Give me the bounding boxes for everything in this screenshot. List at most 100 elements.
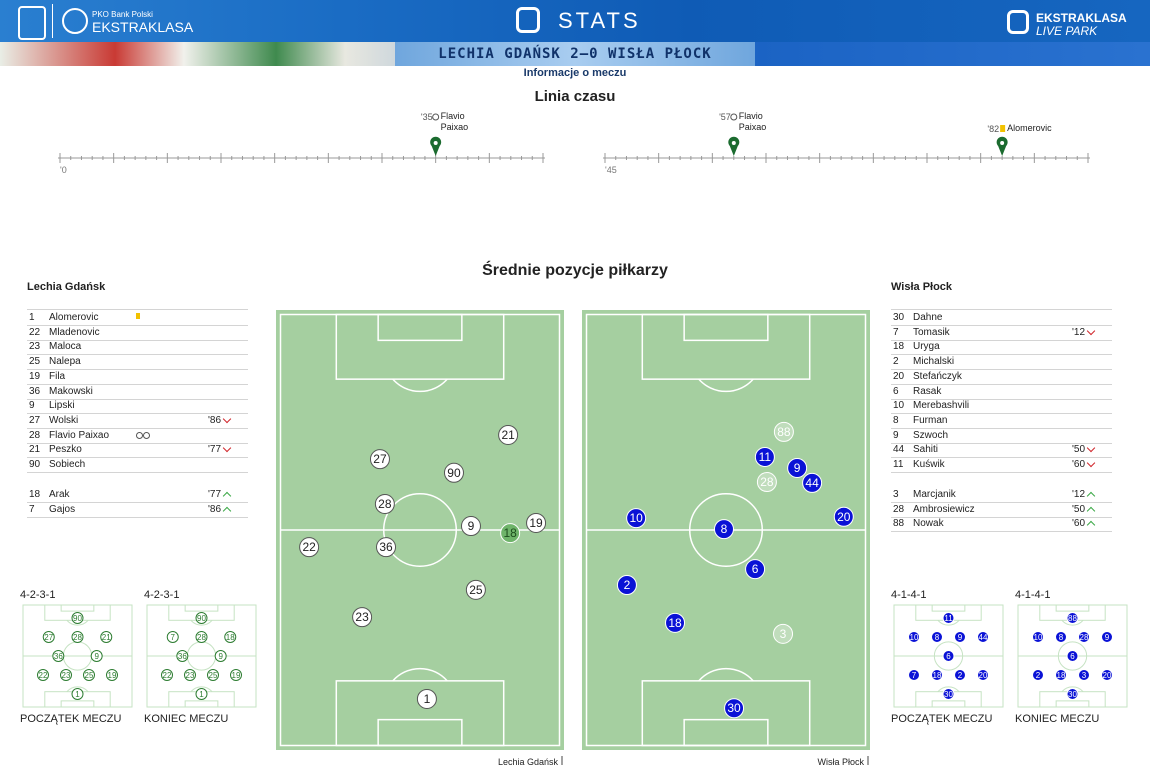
player-number: 22 (29, 326, 41, 338)
mini-player (83, 669, 95, 681)
player-marker (787, 457, 808, 478)
mini-player (184, 669, 196, 681)
mini-player (161, 669, 173, 681)
divider (52, 4, 53, 38)
player-marker-number: 25 (469, 583, 483, 597)
player-marker (500, 523, 521, 544)
mini-player (1101, 631, 1113, 643)
penalty-arc (937, 619, 960, 626)
player-row: 20 Stefańczyk (891, 370, 1112, 385)
mini-player-number: 23 (186, 671, 195, 680)
player-number: 1 (29, 312, 35, 323)
event-pin (430, 136, 442, 156)
player-number: 27 (29, 414, 41, 426)
event-minute: '35 (421, 112, 433, 122)
mini-player-number: 22 (163, 671, 172, 680)
player-name: Wolski (49, 414, 79, 426)
event-player: Flavio Paixao (440, 111, 469, 132)
player-name: Nalepa (49, 356, 81, 368)
player-name: Szwoch (913, 429, 949, 441)
pitch-group: 21 27 90 28 9 18 19 22 36 25 23 1 (276, 310, 564, 750)
park-top: EKSTRAKLASA (1036, 11, 1127, 25)
team-name: Lechia Gdańsk (27, 281, 106, 293)
mini-player (1032, 631, 1044, 643)
mini-player (37, 669, 49, 681)
mini-player-number: 23 (62, 671, 71, 680)
player-marker-number: 27 (373, 452, 387, 466)
player-marker (724, 698, 745, 719)
player-marker-number: 90 (447, 466, 461, 480)
stats-logo (516, 7, 540, 33)
sub-minute: '77 (208, 444, 222, 456)
player-name: Gajos (49, 503, 76, 515)
player-marker (756, 472, 777, 493)
sub-arrow (222, 491, 232, 501)
player-marker (802, 472, 823, 493)
player-row: 22 Mladenovic (27, 326, 248, 341)
penalty-arc (66, 686, 89, 693)
player-name: Furman (913, 414, 948, 426)
sub-arrow (222, 506, 232, 515)
player-marker-number: 36 (379, 540, 393, 554)
player-marker (773, 421, 794, 442)
player-marker (498, 424, 519, 445)
mini-player (195, 631, 208, 643)
list-top-line (891, 309, 1112, 310)
player-row: 9 Szwoch (891, 429, 1112, 444)
player-row: 10 Merebashvili (891, 399, 1112, 415)
player-marker (713, 519, 734, 540)
player-marker (773, 623, 794, 644)
team-name: Wisła Płock (891, 281, 953, 293)
mini-player-number: 28 (197, 633, 206, 642)
subtitle[interactable]: Informacje o meczu (523, 67, 627, 79)
mini-player-number: 28 (73, 633, 82, 642)
player-row: 28 Ambrosiewicz '50 (891, 503, 1112, 518)
penalty-arc (698, 378, 754, 393)
mini-player (942, 650, 955, 662)
mini-player-number: 20 (1103, 671, 1112, 680)
player-marker-number: 28 (760, 475, 774, 489)
player-marker-number: 44 (805, 476, 819, 490)
goal-box (60, 604, 95, 612)
mini-player (1078, 631, 1090, 643)
formation-caption: KONIEC MECZU (1015, 713, 1100, 725)
player-row: 25 Nalepa (27, 355, 248, 371)
player-marker-number: 18 (503, 526, 517, 540)
player-marker (443, 462, 464, 483)
mini-player (1055, 631, 1067, 643)
mini-player (214, 650, 227, 662)
mini-player (60, 669, 72, 681)
player-row: 19 Fila (27, 370, 248, 385)
player-name: Marcjanik (913, 489, 956, 500)
goal-box (377, 313, 463, 342)
mini-pitch: 88 10 8 28 9 6 2 18 3 20 30 (1015, 602, 1130, 710)
player-row: 21 Peszko '77 (27, 443, 248, 459)
player-marker-number: 6 (752, 562, 759, 576)
sub-arrow (1086, 521, 1096, 530)
sub-arrow (1086, 506, 1096, 515)
sponsor-logo (18, 6, 46, 40)
event-minute: '82 (987, 124, 999, 134)
mini-player (52, 650, 65, 662)
mini-player-number: 88 (1068, 614, 1077, 623)
player-name: Nowak (913, 518, 944, 530)
player-number: 18 (893, 341, 905, 353)
player-marker (376, 537, 397, 558)
player-marker-number: 11 (759, 450, 772, 464)
mini-player-number: 18 (1057, 671, 1066, 680)
player-marker-number: 9 (468, 519, 475, 533)
goal-icon (432, 113, 440, 121)
sub-minute: '86 (208, 503, 222, 515)
penalty-arc (392, 378, 448, 393)
sub-arrow (1086, 326, 1096, 335)
goal-box (931, 604, 966, 612)
match-title: LECHIA GDAŃSK 2–0 WISŁA PŁOCK (395, 42, 755, 66)
player-marker (369, 449, 390, 470)
mini-player-number: 19 (232, 671, 241, 680)
formation-caption: KONIEC MECZU (144, 713, 229, 725)
mini-pitch: 90 27 28 21 36 9 22 23 25 19 1 (20, 602, 135, 710)
penalty-arc (937, 686, 960, 693)
event-pin (728, 136, 740, 156)
